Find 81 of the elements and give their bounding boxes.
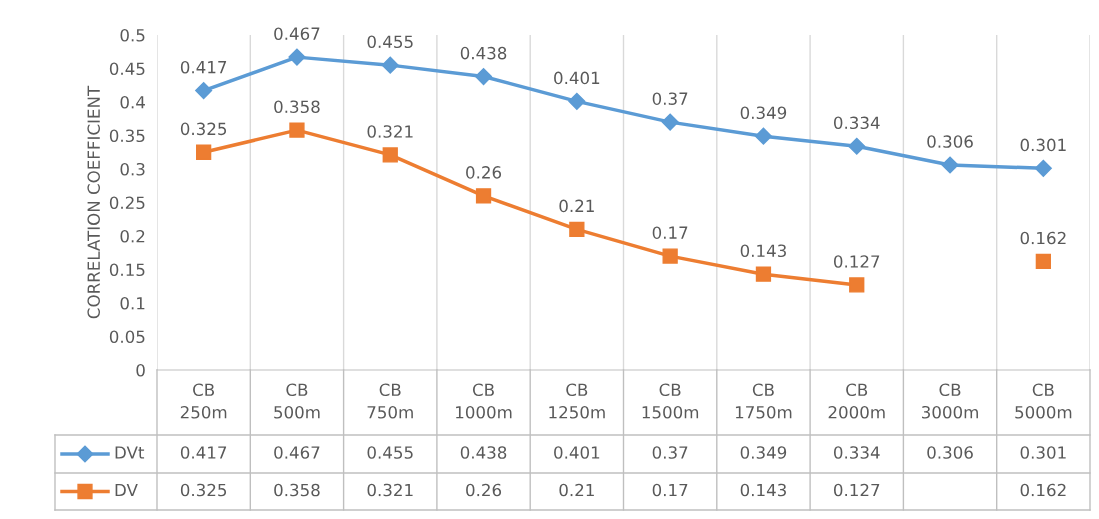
point (849, 277, 865, 293)
text: 0.438 (460, 446, 507, 459)
data-label: 0.301 (1020, 138, 1066, 152)
data-label: 0.438 (460, 46, 507, 60)
y-axis-title: CORRELATION COEFFICIENT (87, 85, 100, 319)
point (755, 266, 772, 282)
text: 0.455 (367, 446, 413, 459)
y-tick-label: 0.45 (109, 62, 145, 76)
x-tick-label: CB 250m (180, 383, 227, 419)
data-label: 0.455 (367, 35, 413, 49)
data-label: 0.21 (559, 199, 594, 213)
data-label: 0.306 (927, 135, 973, 148)
point (848, 137, 866, 155)
point (661, 113, 679, 131)
data-label: 0.349 (740, 106, 787, 120)
x-tick-label: CB 3000m (922, 383, 978, 419)
point (1034, 159, 1052, 177)
y-tick-label: 0.25 (109, 196, 145, 210)
text: 0.358 (274, 483, 320, 497)
legend-label: DV (115, 483, 138, 497)
x-tick-label: CB 500m (274, 383, 320, 419)
point (662, 248, 678, 264)
data-label: 0.417 (180, 60, 227, 74)
text: 0.127 (833, 483, 880, 497)
point (475, 188, 492, 204)
text: 0.401 (554, 446, 600, 459)
x-tick-label: CB 1000m (456, 383, 512, 419)
text: 0.417 (180, 446, 227, 459)
point (474, 67, 493, 86)
x-tick-label: CB 5000m (1015, 383, 1072, 419)
y-tick-label: 0.5 (120, 28, 145, 42)
data-label: 0.17 (652, 226, 688, 239)
text: 0.321 (367, 483, 413, 497)
point (569, 221, 585, 237)
legend-label: DVt (115, 446, 145, 459)
x-tick-label: CB 1500m (642, 383, 699, 419)
y-tick-label: 0.15 (109, 263, 145, 277)
point (288, 48, 306, 66)
text: 0.334 (833, 446, 880, 459)
x-tick-label: CB 2000m (828, 383, 885, 419)
text: 0.26 (466, 483, 502, 497)
text: 0.325 (180, 483, 227, 497)
x-tick-label: CB 1750m (735, 383, 792, 419)
data-label: 0.334 (833, 116, 880, 130)
y-tick-label: 0.05 (109, 330, 145, 344)
point (382, 147, 398, 163)
point (941, 156, 959, 174)
text: 0.37 (652, 446, 688, 459)
point (754, 127, 773, 145)
text: 0.143 (740, 483, 786, 497)
y-tick-label: 0.35 (109, 129, 145, 143)
y-tick-label: 0.2 (120, 229, 145, 243)
data-label: 0.37 (652, 92, 688, 105)
point (289, 122, 305, 138)
x-tick-label: CB 750m (367, 383, 413, 419)
point (1035, 253, 1051, 270)
point (196, 144, 212, 160)
text: 0.301 (1020, 446, 1066, 459)
y-tick-label: 0.1 (120, 296, 145, 310)
data-label: 0.127 (833, 255, 880, 268)
text: 0.467 (274, 446, 320, 459)
data-label: 0.26 (466, 166, 502, 179)
data-label: 0.325 (180, 122, 227, 136)
y-tick-label: 0 (136, 363, 145, 377)
point (195, 82, 213, 100)
point (568, 92, 586, 110)
text: 0.21 (559, 483, 594, 497)
x-tick-label: CB 1250m (549, 383, 605, 419)
data-label: 0.162 (1020, 231, 1066, 245)
y-tick-label: 0.4 (120, 95, 145, 109)
data-label: 0.321 (367, 125, 413, 138)
data-label: 0.143 (740, 244, 786, 258)
data-label: 0.401 (554, 71, 600, 85)
text: 0.349 (740, 446, 787, 459)
y-tick-label: 0.3 (120, 162, 145, 176)
data-label: 0.467 (274, 27, 320, 40)
text: 0.17 (652, 483, 688, 497)
data-label: 0.358 (274, 100, 320, 114)
text: 0.162 (1020, 483, 1066, 497)
point (381, 56, 399, 74)
text: 0.306 (927, 446, 973, 459)
